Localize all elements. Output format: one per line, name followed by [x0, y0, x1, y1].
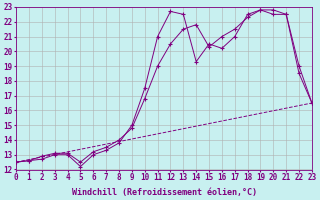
X-axis label: Windchill (Refroidissement éolien,°C): Windchill (Refroidissement éolien,°C): [72, 188, 257, 197]
